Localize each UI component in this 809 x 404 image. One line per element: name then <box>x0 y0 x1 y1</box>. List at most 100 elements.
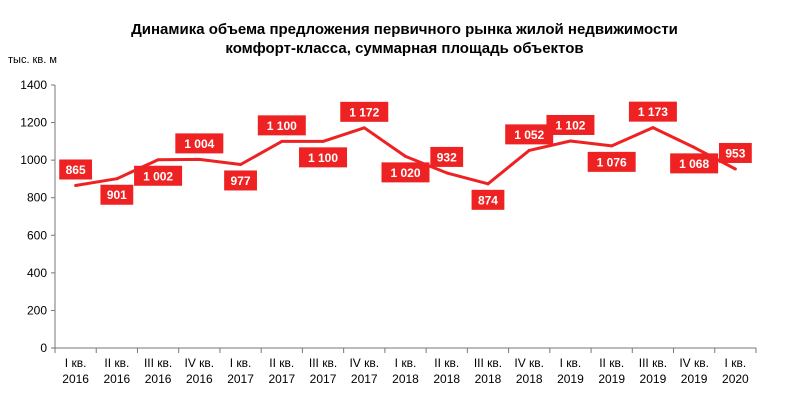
data-label: 865 <box>59 159 93 180</box>
data-label-box <box>628 101 677 122</box>
x-tick-label-quarter: II кв. <box>599 356 624 370</box>
y-tick-label: 800 <box>27 191 47 205</box>
data-label-box <box>100 184 134 205</box>
x-tick-label-quarter: I кв. <box>725 356 747 370</box>
data-label-text: 1 052 <box>514 128 544 142</box>
data-point <box>239 162 243 166</box>
x-tick-label-quarter: I кв. <box>230 356 252 370</box>
y-tick-label: 1400 <box>20 78 47 92</box>
data-label-box <box>340 101 389 122</box>
data-label: 1 100 <box>257 115 306 136</box>
data-label-box <box>505 124 554 145</box>
axes <box>54 85 756 349</box>
x-tick-label-year: 2016 <box>145 372 172 386</box>
data-label: 1 052 <box>505 124 554 145</box>
x-tick-label-quarter: IV кв. <box>679 356 709 370</box>
data-label-text: 874 <box>478 193 498 207</box>
data-point <box>197 157 201 161</box>
data-label-text: 932 <box>437 150 457 164</box>
data-label-text: 1 100 <box>267 119 297 133</box>
data-label: 1 076 <box>587 151 636 172</box>
data-point <box>115 177 119 181</box>
y-tick-label: 400 <box>27 266 47 280</box>
x-tick-label-year: 2016 <box>104 372 131 386</box>
x-tick-label-quarter: IV кв. <box>185 356 215 370</box>
data-point <box>445 171 449 175</box>
x-tick-label-quarter: I кв. <box>395 356 417 370</box>
x-tick-label-quarter: IV кв. <box>514 356 544 370</box>
data-label: 1 100 <box>299 147 348 168</box>
data-label: 901 <box>100 184 134 205</box>
data-label-text: 865 <box>66 163 86 177</box>
x-tick-label-quarter: III кв. <box>144 356 172 370</box>
x-tick-label-year: 2018 <box>433 372 460 386</box>
x-tick-label-quarter: II кв. <box>434 356 459 370</box>
data-label-box <box>381 162 430 183</box>
x-tick-label-quarter: I кв. <box>65 356 87 370</box>
x-tick-label-year: 2019 <box>681 372 708 386</box>
x-tick-label-year: 2019 <box>557 372 584 386</box>
x-tick-label-year: 2017 <box>268 372 295 386</box>
data-label-box <box>257 115 306 136</box>
data-point <box>486 182 490 186</box>
y-axis-ticks: 0 200 400 600 800 1000 1200 1400 <box>20 78 55 355</box>
x-tick-label-year: 2018 <box>392 372 419 386</box>
data-point <box>527 148 531 152</box>
y-tick-label: 600 <box>27 228 47 242</box>
data-label-text: 1 068 <box>679 157 709 171</box>
x-tick-label-quarter: III кв. <box>309 356 337 370</box>
data-point <box>651 126 655 130</box>
data-label: 874 <box>471 189 505 210</box>
data-label-text: 1 076 <box>597 155 627 169</box>
data-label-box <box>299 147 348 168</box>
x-tick-label-quarter: I кв. <box>560 356 582 370</box>
data-point <box>568 139 572 143</box>
x-tick-label-year: 2017 <box>310 372 337 386</box>
y-tick-label: 0 <box>40 341 47 355</box>
data-label-text: 1 002 <box>143 169 173 183</box>
x-tick-label-year: 2016 <box>186 372 213 386</box>
data-point <box>321 139 325 143</box>
data-label: 932 <box>430 146 464 167</box>
data-label: 1 102 <box>546 114 595 135</box>
data-label-text: 1 100 <box>308 151 338 165</box>
data-point <box>156 158 160 162</box>
data-label-text: 977 <box>231 174 251 188</box>
chart-title: Динамика объема предложения первичного р… <box>0 20 809 58</box>
data-point <box>733 167 737 171</box>
data-label-box <box>134 165 183 186</box>
data-label-box <box>587 151 636 172</box>
x-tick-label-year: 2017 <box>227 372 254 386</box>
x-tick-label-quarter: II кв. <box>104 356 129 370</box>
x-tick-label-quarter: III кв. <box>474 356 502 370</box>
x-tick-label-year: 2019 <box>640 372 667 386</box>
data-label-text: 1 020 <box>390 166 420 180</box>
data-label: 1 068 <box>670 153 719 174</box>
y-tick-label: 1200 <box>20 116 47 130</box>
data-label-text: 953 <box>725 146 745 160</box>
x-tick-label-year: 2016 <box>62 372 89 386</box>
x-tick-label-year: 2018 <box>516 372 543 386</box>
data-label-text: 901 <box>107 188 127 202</box>
data-label-box <box>430 146 464 167</box>
data-label-box <box>718 142 752 163</box>
data-label: 1 020 <box>381 162 430 183</box>
data-label: 1 172 <box>340 101 389 122</box>
data-label-box <box>175 133 224 154</box>
data-label-text: 1 004 <box>184 137 214 151</box>
y-axis-unit-label: тыс. кв. м <box>8 54 57 66</box>
data-point <box>610 144 614 148</box>
x-tick-label-quarter: III кв. <box>639 356 667 370</box>
data-point <box>74 184 78 188</box>
chart-title-line-2: комфорт-класса, суммарная площадь объект… <box>225 40 584 57</box>
data-label: 977 <box>224 170 257 191</box>
data-point <box>404 154 407 158</box>
data-label: 1 004 <box>175 133 224 154</box>
data-label-box <box>546 114 595 135</box>
data-label-text: 1 102 <box>555 118 585 132</box>
series <box>74 126 737 188</box>
data-label-box <box>471 189 505 210</box>
data-label-text: 1 173 <box>638 105 668 119</box>
x-tick-label-quarter: IV кв. <box>349 356 379 370</box>
